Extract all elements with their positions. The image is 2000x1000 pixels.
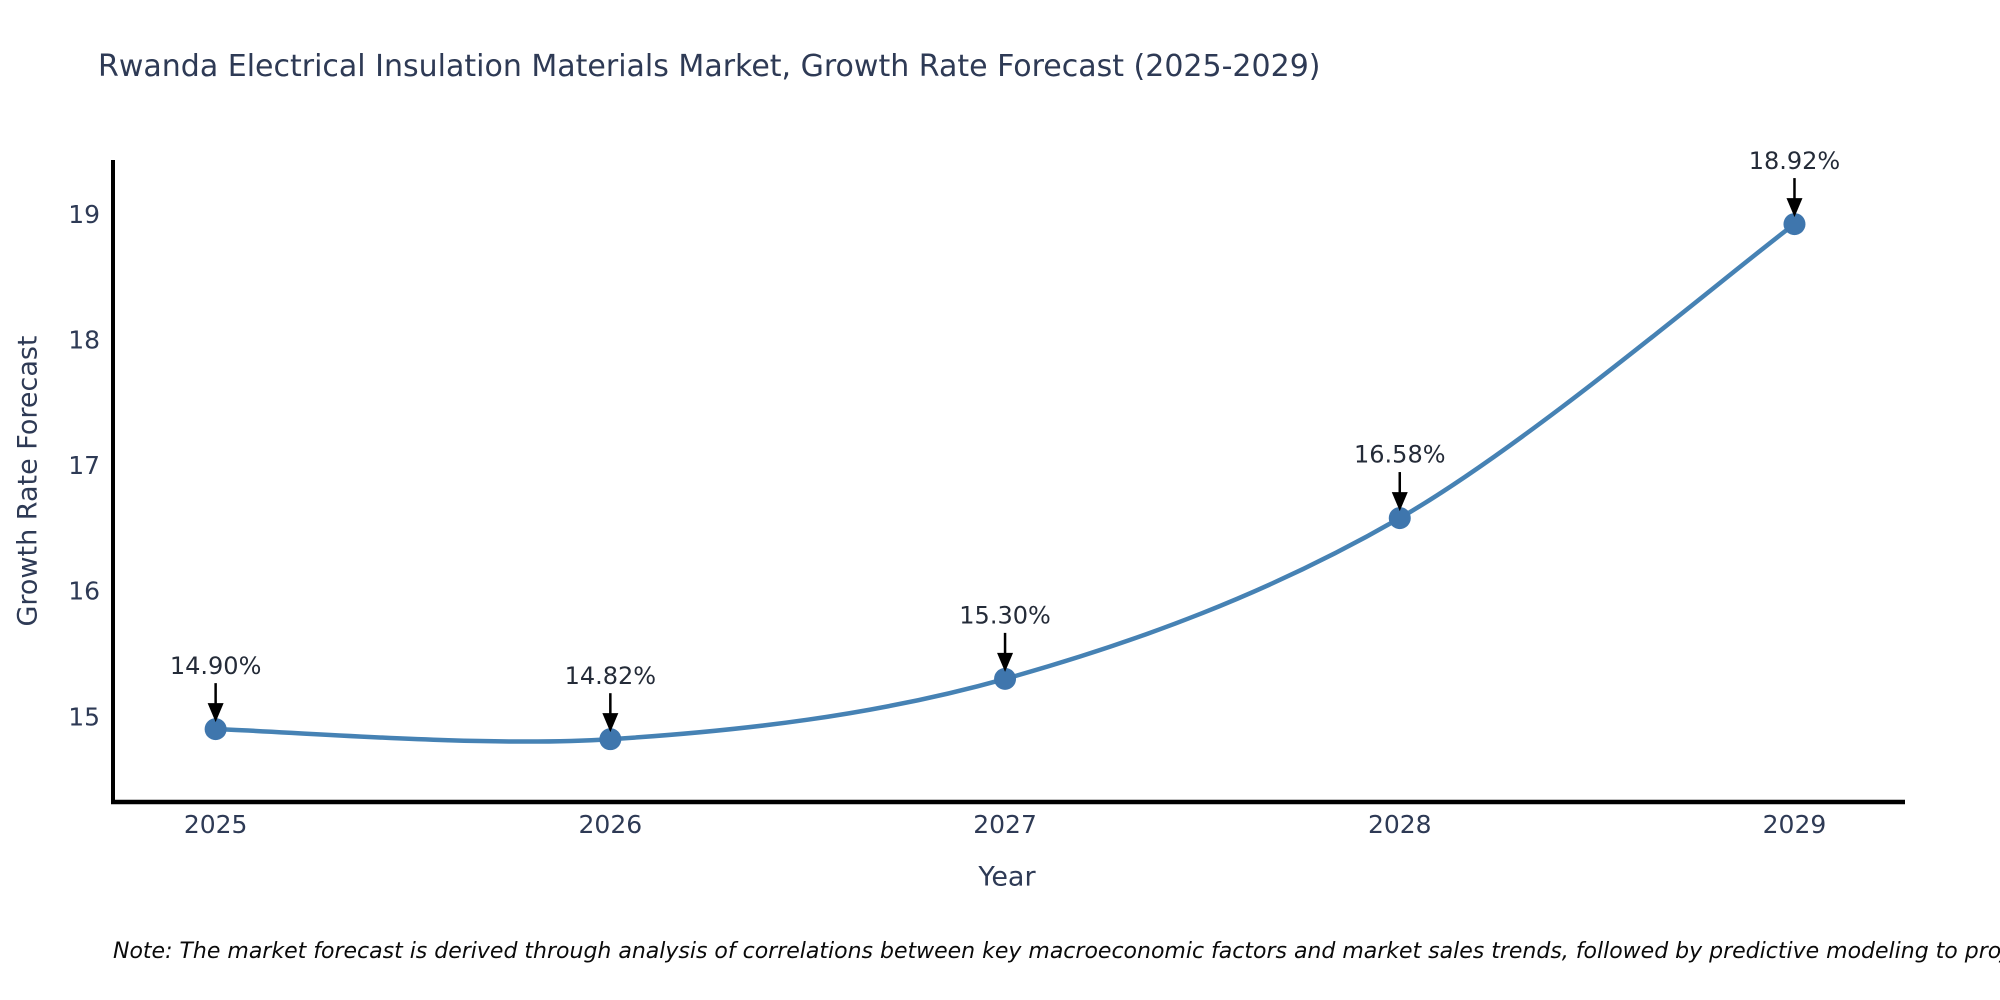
annotation-label: 15.30%	[959, 602, 1051, 630]
x-tick-label: 2027	[973, 810, 1037, 839]
chart-footnote: Note: The market forecast is derived thr…	[113, 939, 2000, 964]
annotation-label: 18.92%	[1749, 147, 1841, 175]
annotation-arrow-head	[207, 703, 224, 723]
x-tick-label: 2028	[1368, 810, 1432, 839]
data-point-marker	[1388, 507, 1411, 530]
y-axis-title: Growth Rate Forecast	[12, 335, 43, 626]
x-tick-label: 2026	[579, 810, 643, 839]
chart-title: Rwanda Electrical Insulation Materials M…	[98, 49, 1321, 84]
annotation-label: 14.82%	[565, 662, 657, 690]
x-tick-label: 2029	[1763, 810, 1827, 839]
annotation-arrow-head	[1391, 492, 1408, 512]
annotation-label: 16.58%	[1354, 441, 1446, 469]
data-point-marker	[994, 667, 1017, 690]
y-tick-label: 16	[68, 577, 100, 606]
annotation-arrow-head	[602, 713, 619, 733]
y-tick-label: 15	[68, 702, 100, 731]
annotation-arrow-head	[1786, 198, 1803, 218]
x-axis-title: Year	[977, 861, 1036, 892]
data-point-marker	[1783, 213, 1806, 236]
x-tick-label: 2025	[184, 810, 248, 839]
annotation-label: 14.90%	[170, 652, 262, 680]
y-tick-label: 19	[68, 200, 100, 229]
y-tick-label: 17	[68, 451, 100, 480]
data-point-marker	[204, 718, 227, 741]
y-tick-label: 18	[68, 325, 100, 354]
data-point-marker	[599, 728, 622, 751]
annotation-arrow-head	[997, 652, 1014, 672]
